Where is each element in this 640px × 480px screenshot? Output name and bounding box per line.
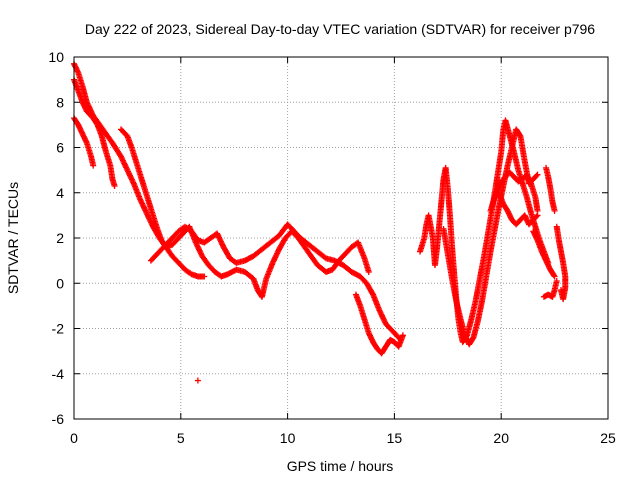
x-tick-label: 25	[600, 430, 616, 446]
y-tick-label: 4	[56, 185, 64, 201]
y-tick-label: -4	[52, 366, 65, 382]
x-tick-label: 20	[493, 430, 509, 446]
y-tick-label: 2	[56, 230, 64, 246]
x-tick-label: 15	[387, 430, 403, 446]
data-points	[71, 60, 569, 384]
data-point	[533, 213, 540, 220]
data-point	[533, 172, 540, 179]
data-point	[551, 207, 558, 214]
data-point	[516, 132, 523, 139]
data-point	[201, 273, 208, 280]
data-point	[369, 290, 376, 297]
data-point	[111, 182, 118, 189]
y-axis-label: SDTVAR / TECUs	[5, 182, 21, 294]
y-tick-label: 10	[48, 49, 64, 65]
y-tick-label: 8	[56, 94, 64, 110]
x-tick-label: 10	[280, 430, 296, 446]
data-point	[365, 268, 372, 275]
y-tick-label: -6	[52, 411, 65, 427]
y-tick-label: 6	[56, 140, 64, 156]
x-tick-label: 0	[70, 430, 78, 446]
grid-lines	[74, 57, 608, 419]
data-point	[399, 332, 406, 339]
y-tick-label: -2	[52, 321, 65, 337]
data-point	[90, 162, 97, 169]
data-point	[558, 287, 565, 294]
data-point	[553, 277, 560, 284]
data-point	[194, 377, 201, 384]
x-axis-ticks: 0 5 10 15 20 25	[70, 57, 616, 446]
data-point	[551, 273, 558, 280]
data-point	[550, 272, 557, 279]
data-point	[534, 207, 541, 214]
y-tick-label: 0	[56, 275, 64, 291]
y-axis-ticks: -6 -4 -2 0 2 4 6 8 10	[48, 49, 608, 427]
data-point	[534, 171, 541, 178]
x-axis-label: GPS time / hours	[287, 458, 394, 474]
x-tick-label: 5	[177, 430, 185, 446]
chart-title: Day 222 of 2023, Sidereal Day-to-day VTE…	[85, 21, 595, 37]
